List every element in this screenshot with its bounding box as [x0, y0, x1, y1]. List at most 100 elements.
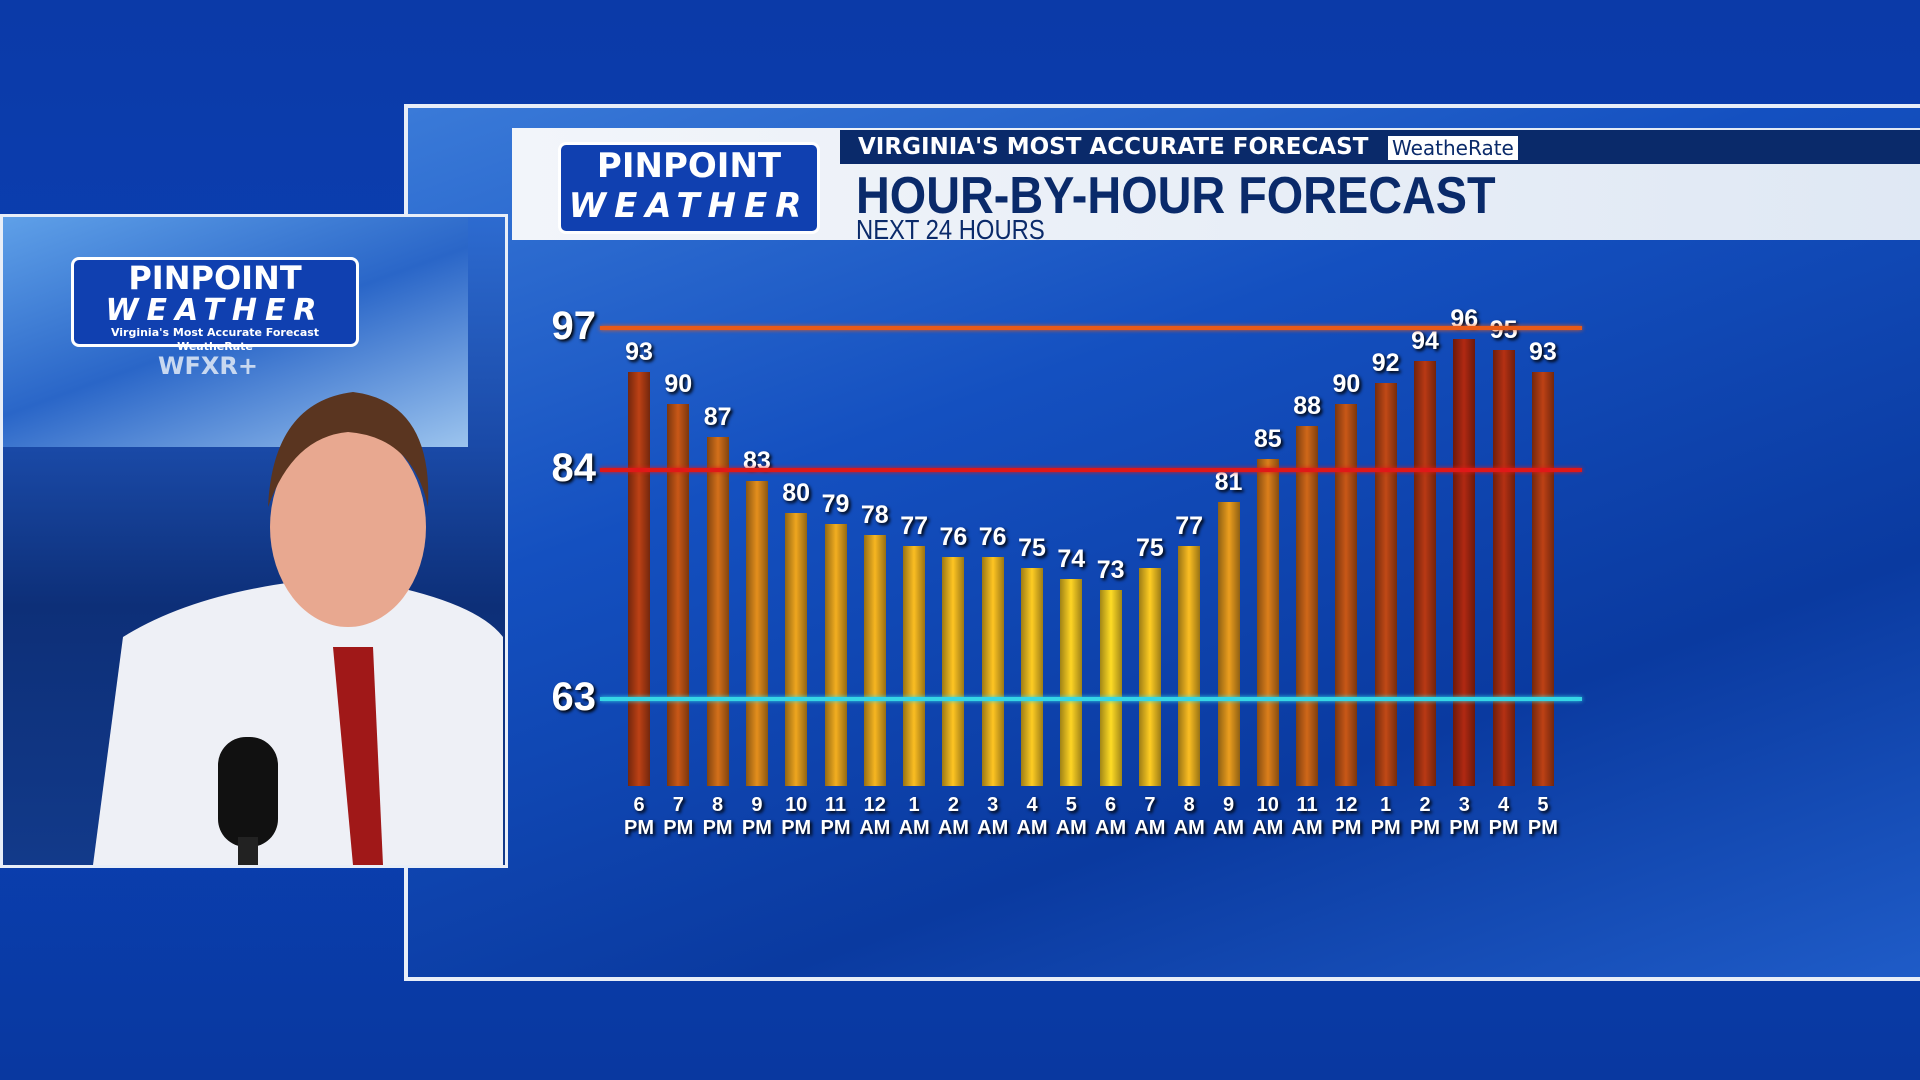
data-label: 93 [1528, 337, 1557, 366]
shirt [93, 577, 503, 865]
x-tick-label: 3 AM [977, 794, 1009, 839]
x-tick-label: 4 AM [1016, 794, 1048, 839]
data-label: 76 [939, 523, 968, 551]
header-bar [840, 130, 1920, 164]
x-tick-label: 1 PM [1370, 794, 1401, 839]
x-tick-label: 11 AM [1291, 794, 1323, 839]
x-tick-label: 9 PM [741, 794, 772, 839]
data-label: 85 [1253, 424, 1282, 453]
bar [1138, 567, 1161, 786]
x-tick-label: 11 PM [820, 794, 851, 839]
bar [1178, 546, 1201, 786]
rating-logo: WeatheRate [1388, 136, 1518, 160]
grid-line [600, 696, 1582, 701]
data-label: 77 [900, 512, 928, 541]
bar [1492, 349, 1515, 786]
x-tick-label: 3 PM [1449, 794, 1480, 839]
x-tick-label: 10 AM [1252, 794, 1284, 839]
bar [824, 524, 847, 786]
mic-stand [238, 837, 258, 865]
x-tick-label: 4 PM [1488, 794, 1519, 839]
forecast-panel [404, 104, 1920, 981]
station-logo: WFXR+ [158, 352, 258, 380]
x-tick-label: 1 AM [898, 794, 930, 839]
x-tick-label: 12 PM [1331, 794, 1362, 839]
x-tick-label: 8 PM [702, 794, 733, 839]
microphone [218, 737, 278, 847]
bar [1414, 360, 1436, 786]
x-tick-label: 2 AM [937, 794, 969, 839]
head [270, 427, 426, 627]
bar [1531, 371, 1554, 786]
hair [268, 392, 429, 507]
x-tick-label: 8 AM [1173, 794, 1205, 839]
tagline: VIRGINIA'S MOST ACCURATE FORECAST [858, 134, 1369, 160]
x-tick-label: 10 PM [781, 794, 812, 839]
tie [333, 647, 383, 865]
data-label: 78 [860, 501, 889, 530]
data-label: 90 [1332, 370, 1361, 399]
inset-tagline-text: Virginia's Most Accurate Forecast [110, 326, 320, 339]
x-tick-label: 6 PM [624, 794, 654, 839]
presenter-inset: PINPOINT WEATHER Virginia's Most Accurat… [0, 214, 508, 868]
chart-title: HOUR-BY-HOUR FORECAST [856, 167, 1496, 225]
y-tick-label: 84 [551, 445, 597, 490]
data-label: 74 [1057, 544, 1086, 573]
bar [785, 513, 808, 786]
bar [1453, 338, 1476, 786]
inset-tagline: Virginia's Most Accurate Forecast Weathe… [74, 326, 356, 354]
logo-bottom: WEATHER [568, 186, 810, 226]
data-label: 76 [978, 523, 1007, 551]
data-label: 77 [1175, 512, 1204, 541]
x-tick-label: 2 PM [1410, 794, 1440, 839]
data-label: 94 [1411, 326, 1439, 355]
bar [1060, 578, 1083, 786]
bar [863, 535, 886, 786]
bar [1296, 426, 1319, 786]
chart-subtitle: NEXT 24 HOURS [856, 214, 1045, 245]
grid-line [600, 467, 1582, 472]
bar [1374, 382, 1397, 786]
data-label: 92 [1371, 348, 1400, 377]
bar [981, 557, 1004, 786]
bar [1021, 567, 1043, 786]
data-label: 75 [1135, 533, 1164, 562]
data-label: 73 [1096, 555, 1125, 584]
inset-logo-bottom: WEATHER [105, 293, 325, 328]
data-label: 80 [782, 479, 811, 508]
data-label: 81 [1214, 468, 1243, 497]
x-tick-label: 6 AM [1095, 794, 1127, 839]
inset-rating: WeatheRate [177, 340, 253, 353]
data-label: 75 [1018, 533, 1046, 562]
x-tick-label: 12 AM [859, 794, 891, 839]
presenter [93, 392, 503, 865]
bar [745, 480, 768, 786]
data-label: 93 [625, 337, 653, 366]
inset-logo: PINPOINT WEATHER Virginia's Most Accurat… [71, 257, 359, 353]
data-label: 87 [703, 403, 732, 432]
bar [903, 546, 926, 786]
x-tick-label: 7 PM [663, 794, 694, 839]
bar [1256, 458, 1279, 786]
x-tick-label: 5 PM [1527, 794, 1558, 839]
bar [942, 557, 965, 786]
bar [667, 404, 690, 786]
bar [706, 437, 729, 786]
data-label: 90 [664, 370, 693, 399]
data-label: 79 [821, 490, 850, 519]
logo-top: PINPOINT [596, 146, 782, 186]
bar [1217, 502, 1240, 786]
x-tick-label: 7 AM [1134, 794, 1166, 839]
bar [1099, 589, 1122, 786]
data-label: 88 [1293, 392, 1321, 421]
x-tick-label: 5 AM [1055, 794, 1087, 839]
bar [628, 371, 650, 786]
y-tick-label: 97 [551, 304, 597, 348]
inset-logo-top: PINPOINT [128, 259, 302, 297]
y-tick-label: 63 [551, 674, 597, 719]
logo: PINPOINT WEATHER [558, 142, 820, 234]
x-tick-label: 9 AM [1212, 794, 1245, 839]
bar [1335, 404, 1358, 786]
grid-line [600, 326, 1582, 330]
